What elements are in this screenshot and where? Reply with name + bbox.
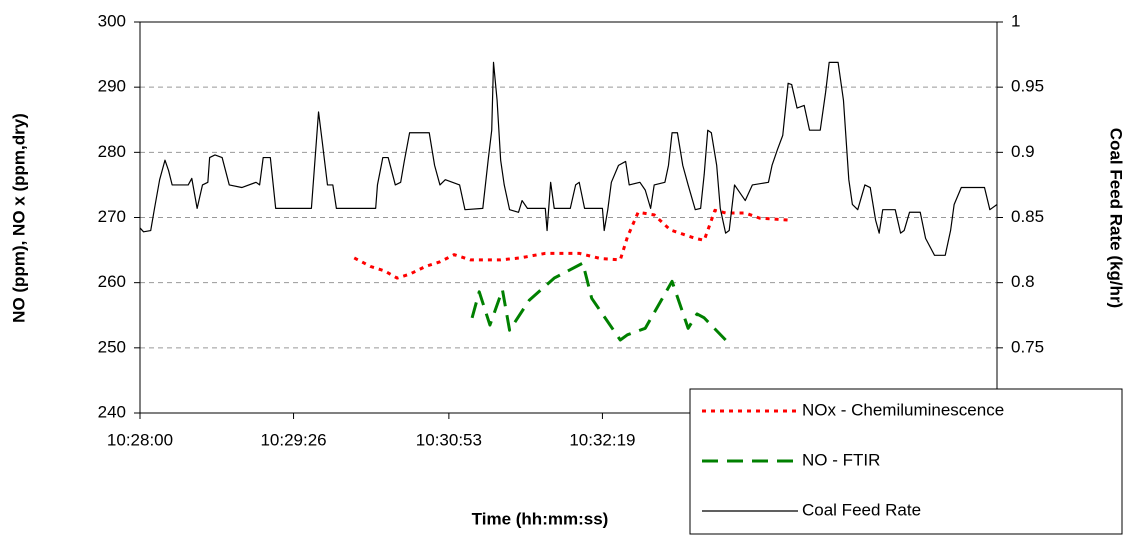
plot-frame: [139, 21, 998, 414]
series-line: [353, 208, 790, 280]
x-tick-label: 10:32:19: [569, 430, 635, 449]
x-axis-label: Time (hh:mm:ss): [472, 509, 609, 528]
y2-axis-label: Coal Feed Rate (kg/hr): [1107, 128, 1126, 308]
y2-tick-label: 0.8: [1011, 272, 1035, 291]
legend-label: Coal Feed Rate: [802, 500, 921, 519]
series-line: [470, 261, 727, 342]
y2-tick-label: 0.85: [1011, 207, 1044, 226]
y-tick-label: 270: [98, 207, 126, 226]
y-tick-label: 260: [98, 272, 126, 291]
x-tick-label: 10:29:26: [260, 430, 326, 449]
y-tick-label: 240: [98, 402, 126, 421]
y-tick-label: 250: [98, 337, 126, 356]
x-tick-label: 10:28:00: [107, 430, 173, 449]
y2-tick-label: 0.9: [1011, 142, 1035, 161]
y-tick-label: 290: [98, 77, 126, 96]
y2-tick-label: 1: [1011, 11, 1020, 30]
x-tick-label: 10:30:53: [416, 430, 482, 449]
y2-tick-label: 0.75: [1011, 337, 1044, 356]
y2-tick-label: 0.95: [1011, 77, 1044, 96]
y-tick-label: 300: [98, 11, 126, 30]
legend-label: NO - FTIR: [802, 450, 880, 469]
series-line: [139, 61, 998, 256]
legend-label: NOx - Chemiluminescence: [802, 400, 1004, 419]
y-axis-label: NO (ppm), NO x (ppm,dry): [9, 113, 28, 323]
y-tick-label: 280: [98, 142, 126, 161]
